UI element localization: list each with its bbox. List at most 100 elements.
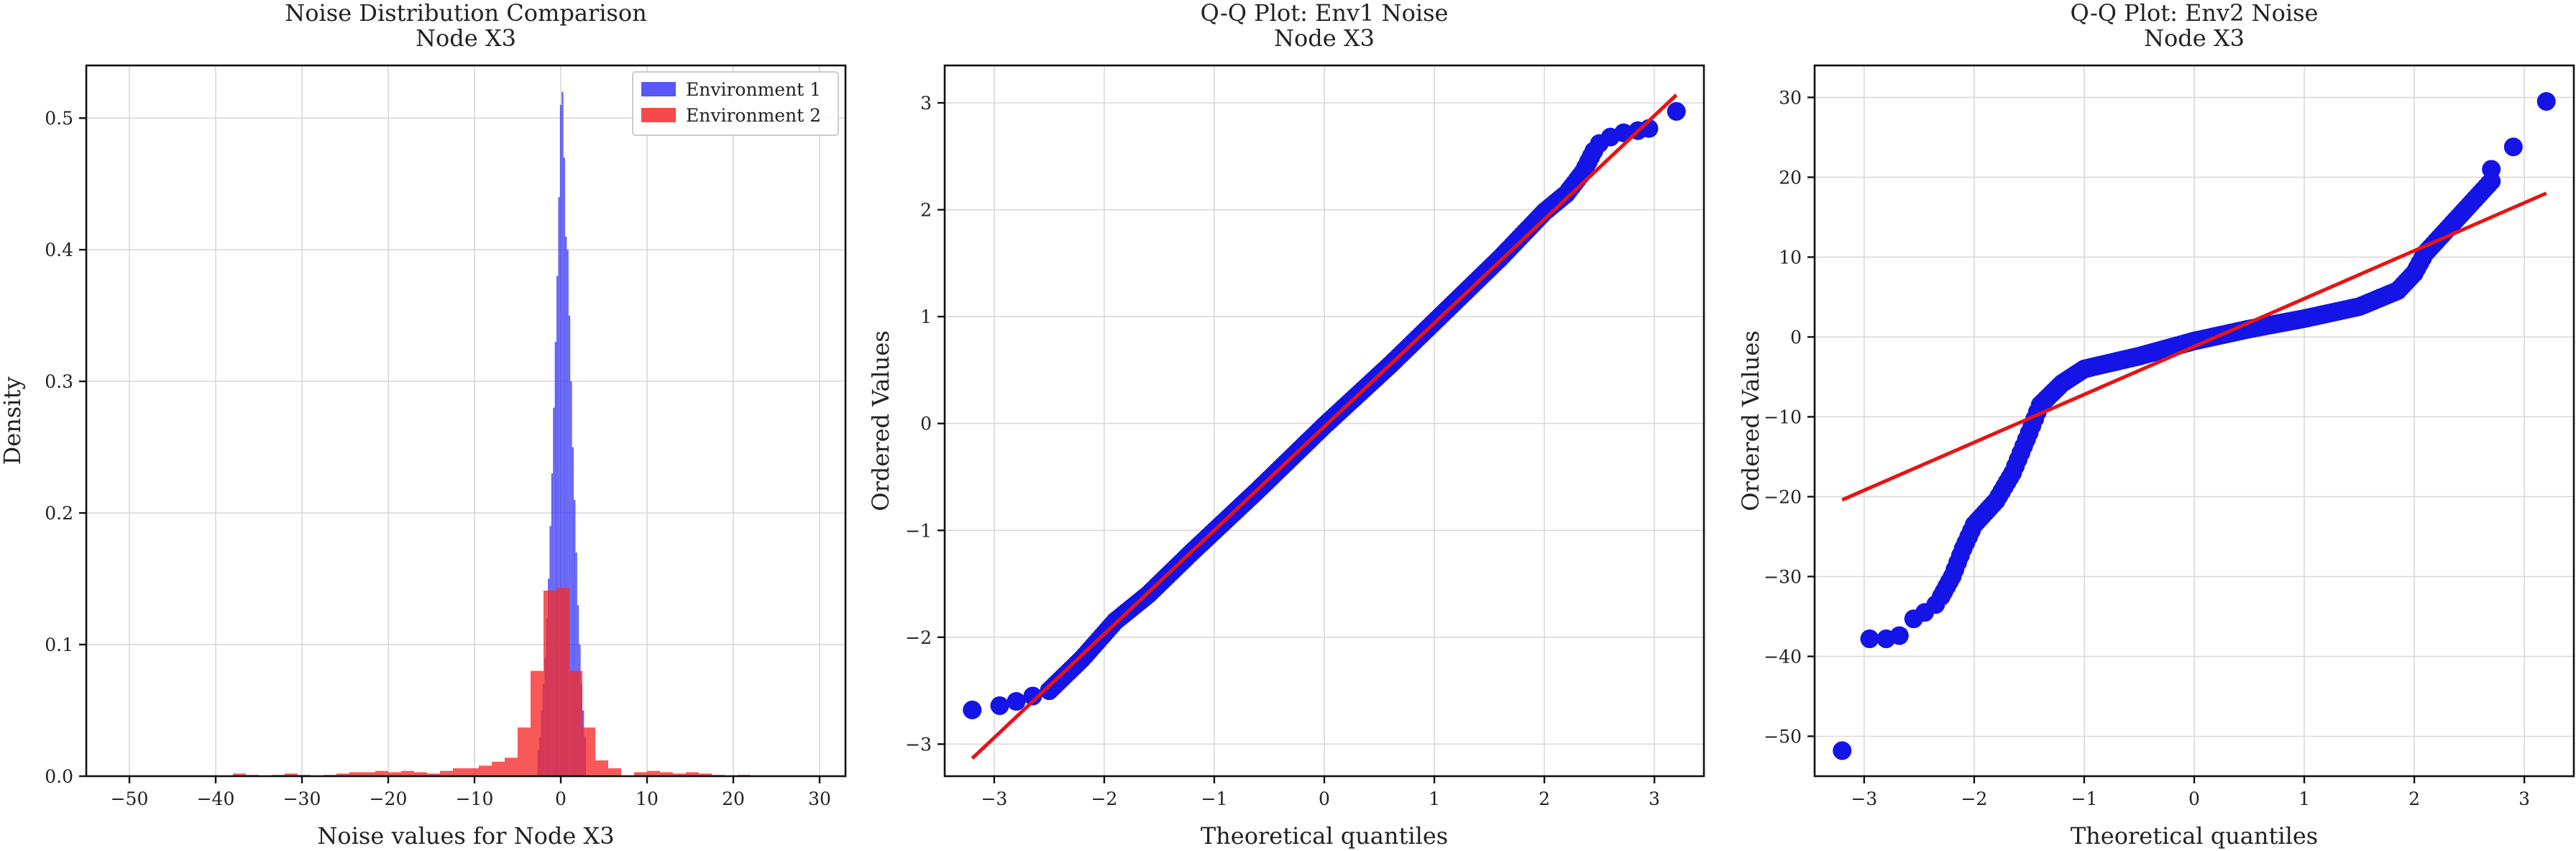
x-axis-ticks: −3 −2 −1 0 1 2 3 bbox=[1851, 776, 2530, 809]
histogram-bar bbox=[453, 768, 466, 776]
x-tick-label: 0 bbox=[2188, 788, 2200, 809]
y-tick-label: −3 bbox=[905, 734, 932, 755]
y-tick-label: 0.4 bbox=[45, 240, 73, 260]
y-tick-label: 1 bbox=[920, 306, 932, 327]
y-tick-label: −40 bbox=[1764, 646, 1802, 667]
qq-point bbox=[1860, 629, 1879, 649]
chart-title: Noise Distribution Comparison bbox=[285, 0, 646, 27]
axes-frame bbox=[85, 64, 847, 778]
x-tick-label: −30 bbox=[283, 788, 321, 809]
histogram-bar bbox=[570, 381, 572, 776]
y-tick-label: −20 bbox=[1764, 486, 1802, 507]
histogram-bar bbox=[233, 773, 246, 776]
y-tick-label: 2 bbox=[920, 200, 932, 221]
y-axis-ticks: −50 −40 −30 −20 −10 0 10 20 30 bbox=[1764, 87, 1815, 747]
histogram-bar bbox=[440, 770, 453, 776]
histogram-bar bbox=[562, 91, 564, 776]
gridlines bbox=[86, 65, 845, 777]
histogram-bar bbox=[554, 342, 556, 776]
qq-point bbox=[1667, 101, 1686, 121]
histogram-bar bbox=[575, 552, 577, 776]
chart-title: Q-Q Plot: Env2 Noise bbox=[2071, 0, 2319, 27]
y-axis-ticks: 0.0 0.1 0.2 0.3 0.4 0.5 bbox=[45, 108, 86, 787]
legend-swatch bbox=[641, 82, 676, 96]
histogram-bar bbox=[556, 276, 559, 777]
histogram-bar bbox=[567, 250, 569, 776]
y-tick-label: 0.5 bbox=[45, 108, 73, 129]
legend-box bbox=[632, 71, 839, 136]
x-tick-label: −3 bbox=[1851, 788, 1877, 809]
x-tick-label: 10 bbox=[636, 788, 659, 809]
histogram-bar bbox=[285, 773, 298, 776]
y-tick-label: 20 bbox=[1779, 167, 1802, 188]
gridlines bbox=[1815, 65, 2574, 776]
qq-point bbox=[963, 700, 982, 719]
x-tick-label: 0 bbox=[1319, 788, 1330, 809]
x-tick-label: −3 bbox=[981, 788, 1007, 809]
x-tick-label: −1 bbox=[1201, 788, 1228, 809]
x-tick-label: 1 bbox=[1429, 788, 1440, 809]
legend-entry-label: Environment 1 bbox=[686, 79, 821, 100]
qq-point bbox=[2536, 91, 2556, 111]
histogram-bar bbox=[518, 727, 531, 776]
qq-point bbox=[1833, 741, 1852, 760]
data-marks bbox=[233, 91, 751, 777]
histogram-bar bbox=[582, 727, 595, 776]
x-tick-label: 30 bbox=[808, 788, 831, 809]
histogram-bar bbox=[401, 770, 414, 776]
x-tick-label: 20 bbox=[722, 788, 745, 809]
y-tick-label: 0.0 bbox=[45, 766, 73, 787]
reference-line bbox=[1841, 191, 2547, 502]
histogram-bar bbox=[595, 760, 608, 776]
histogram-bar bbox=[574, 499, 576, 776]
x-axis-label: Theoretical quantiles bbox=[1201, 822, 1448, 850]
legend: Environment 1 Environment 2 bbox=[632, 71, 839, 136]
x-tick-label: 0 bbox=[555, 788, 567, 809]
histogram-bar bbox=[388, 772, 401, 776]
qq-point bbox=[1926, 595, 1945, 614]
histogram-bar bbox=[563, 158, 565, 776]
histogram-bar bbox=[336, 773, 349, 776]
histogram-bar bbox=[565, 236, 567, 777]
y-tick-label: 3 bbox=[920, 93, 932, 114]
histogram-bar bbox=[686, 772, 699, 776]
series-2 bbox=[233, 588, 751, 776]
data-marks bbox=[1833, 91, 2556, 760]
y-tick-label: −1 bbox=[905, 520, 932, 541]
y-tick-label: 30 bbox=[1779, 87, 1802, 108]
histogram-bar bbox=[559, 104, 562, 776]
x-tick-label: −40 bbox=[197, 788, 235, 809]
histogram-bar bbox=[556, 588, 569, 776]
histogram-bar bbox=[479, 765, 492, 776]
x-tick-label: −1 bbox=[2071, 788, 2098, 809]
reference-line bbox=[971, 94, 1678, 760]
qq-point bbox=[1007, 692, 1026, 711]
histogram-bar bbox=[572, 447, 574, 776]
qq-point bbox=[1889, 626, 1909, 645]
y-axis-ticks: −3 −2 −1 0 1 2 3 bbox=[905, 93, 945, 755]
x-tick-label: 2 bbox=[1539, 788, 1550, 809]
chart-title: Q-Q Plot: Env1 Noise bbox=[1201, 0, 1449, 27]
histogram-bar bbox=[673, 773, 686, 776]
histogram-bar bbox=[362, 772, 375, 776]
histogram-bar bbox=[558, 196, 560, 776]
y-axis-label: Ordered Values bbox=[1737, 330, 1764, 511]
x-tick-label: −2 bbox=[1961, 788, 1987, 809]
histogram-bar bbox=[660, 772, 673, 776]
histogram-bar bbox=[544, 591, 556, 776]
y-tick-label: 0 bbox=[920, 414, 932, 434]
y-tick-label: −50 bbox=[1764, 726, 1802, 747]
x-tick-label: 3 bbox=[1649, 788, 1660, 809]
x-tick-label: 3 bbox=[2518, 788, 2530, 809]
chart-panel-1: −50 −40 −30 −20 −10 0 10 20 30 0.0 0.1 0.2 0.3 0.4 0.5… bbox=[0, 0, 847, 850]
x-tick-label: −20 bbox=[370, 788, 408, 809]
histogram-bar bbox=[608, 768, 621, 776]
qq-point bbox=[1040, 681, 1059, 701]
y-axis-label: Density bbox=[0, 377, 26, 465]
y-axis-label: Ordered Values bbox=[867, 330, 894, 511]
x-axis-ticks: −50 −40 −30 −20 −10 0 10 20 30 bbox=[111, 776, 831, 809]
chart-subtitle: Node X3 bbox=[2144, 24, 2245, 52]
x-tick-label: 2 bbox=[2408, 788, 2420, 809]
qq-point bbox=[990, 696, 1009, 715]
